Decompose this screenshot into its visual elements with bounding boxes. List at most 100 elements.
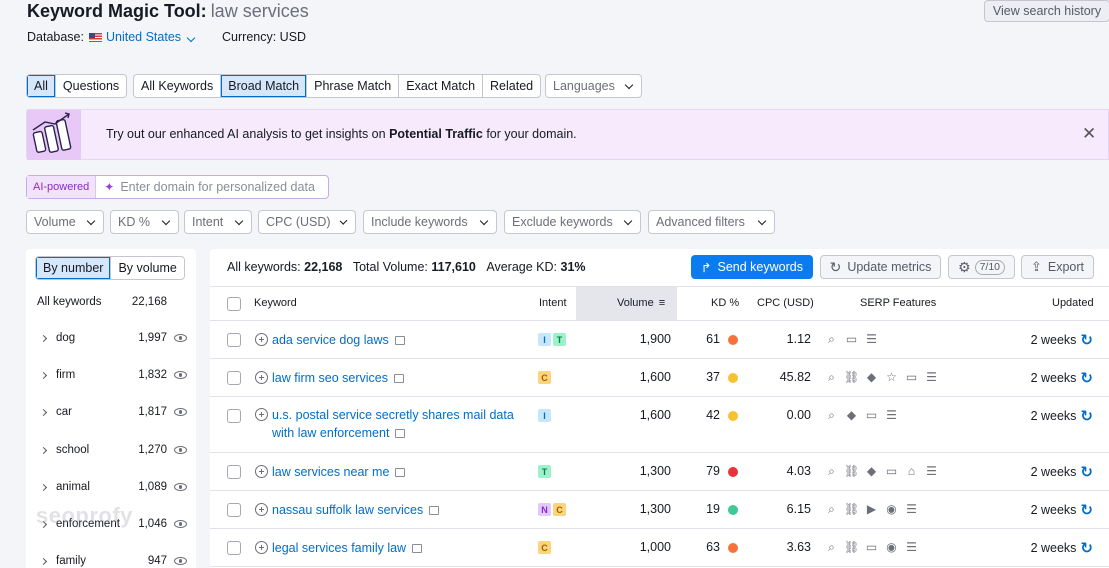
settings-button[interactable]: ⚙ 7/10 — [948, 255, 1015, 279]
serp-feature-icon[interactable]: ▭ — [905, 370, 918, 384]
header-intent[interactable]: Intent — [539, 297, 567, 309]
tab-related[interactable]: Related — [482, 75, 540, 97]
chevron-right-icon[interactable] — [39, 408, 48, 416]
group-item[interactable]: animal 1,089 — [26, 477, 196, 497]
filter-volume[interactable]: Volume — [26, 210, 104, 234]
eye-icon[interactable] — [174, 334, 187, 342]
serp-snapshot-icon[interactable] — [394, 336, 405, 345]
filter-advanced[interactable]: Advanced filters — [648, 210, 775, 234]
serp-feature-icon[interactable]: ⌕ — [828, 540, 835, 554]
serp-feature-icon[interactable]: ⌂ — [907, 464, 916, 478]
row-checkbox[interactable] — [227, 541, 241, 555]
serp-feature-icon[interactable]: ⌕ — [828, 464, 835, 478]
keyword-link[interactable]: ada service dog laws — [272, 331, 405, 349]
refresh-icon[interactable]: ↻ — [1080, 332, 1093, 349]
serp-feature-icon[interactable]: ☰ — [906, 540, 917, 554]
header-cpc[interactable]: CPC (USD) — [757, 297, 814, 309]
serp-feature-icon[interactable]: ◉ — [886, 540, 897, 554]
serp-snapshot-icon[interactable] — [394, 374, 404, 383]
update-metrics-button[interactable]: ↻ Update metrics — [820, 255, 941, 279]
serp-feature-icon[interactable]: ▭ — [885, 464, 898, 478]
eye-icon[interactable] — [174, 371, 187, 379]
serp-feature-icon[interactable]: ⌕ — [828, 408, 835, 422]
keyword-link[interactable]: u.s. postal service secretly shares mail… — [272, 406, 514, 442]
serp-feature-icon[interactable]: ⛓ — [844, 502, 860, 516]
row-checkbox[interactable] — [227, 333, 241, 347]
refresh-icon[interactable]: ↻ — [1080, 502, 1093, 519]
serp-feature-icon[interactable]: ⌕ — [828, 332, 835, 346]
row-checkbox[interactable] — [227, 465, 241, 479]
keyword-link[interactable]: nassau suffolk law services — [272, 501, 440, 519]
eye-icon[interactable] — [174, 446, 187, 454]
serp-snapshot-icon[interactable] — [395, 468, 406, 477]
header-serp[interactable]: SERP Features — [860, 297, 937, 309]
refresh-icon[interactable]: ↻ — [1080, 370, 1093, 387]
filter-kd[interactable]: KD % — [110, 210, 179, 234]
close-icon[interactable]: ✕ — [1082, 124, 1097, 143]
keyword-link[interactable]: law services near me — [272, 463, 406, 481]
chevron-right-icon[interactable] — [39, 334, 48, 342]
group-item[interactable]: enforcement 1,046 — [26, 514, 196, 534]
filter-intent[interactable]: Intent — [184, 210, 252, 234]
serp-feature-icon[interactable]: ◆ — [846, 408, 857, 422]
header-kd[interactable]: KD % — [711, 297, 740, 309]
row-checkbox[interactable] — [227, 409, 241, 423]
serp-feature-icon[interactable]: ⛓ — [844, 464, 860, 478]
serp-feature-icon[interactable]: ▶ — [866, 502, 877, 516]
languages-dropdown[interactable]: Languages — [545, 74, 642, 98]
keyword-link[interactable]: legal services family law — [272, 539, 423, 557]
serp-feature-icon[interactable]: ◆ — [866, 464, 877, 478]
serp-feature-icon[interactable]: ⛓ — [844, 540, 860, 554]
group-item[interactable]: family 947 — [26, 551, 196, 568]
eye-icon[interactable] — [174, 557, 187, 565]
filter-exclude-keywords[interactable]: Exclude keywords — [504, 210, 641, 234]
group-item[interactable]: car 1,817 — [26, 402, 196, 422]
serp-feature-icon[interactable]: ▭ — [865, 408, 878, 422]
tab-questions[interactable]: Questions — [54, 75, 126, 97]
serp-feature-icon[interactable]: ◉ — [886, 502, 897, 516]
refresh-icon[interactable]: ↻ — [1080, 408, 1093, 425]
group-item[interactable]: firm 1,832 — [26, 365, 196, 385]
serp-feature-icon[interactable]: ☰ — [906, 502, 917, 516]
add-to-list-icon[interactable] — [255, 503, 268, 516]
serp-feature-icon[interactable]: ⛓ — [844, 370, 860, 384]
serp-snapshot-icon[interactable] — [395, 429, 406, 438]
refresh-icon[interactable]: ↻ — [1080, 540, 1093, 557]
serp-snapshot-icon[interactable] — [429, 506, 440, 515]
group-item[interactable]: school 1,270 — [26, 440, 196, 460]
serp-feature-icon[interactable]: ▭ — [845, 332, 858, 346]
view-search-history-button[interactable]: View search history — [984, 0, 1109, 22]
row-checkbox[interactable] — [227, 371, 241, 385]
chevron-right-icon[interactable] — [39, 557, 48, 565]
send-keywords-button[interactable]: ↱ Send keywords — [691, 255, 813, 279]
add-to-list-icon[interactable] — [255, 408, 268, 421]
eye-icon[interactable] — [174, 483, 187, 491]
tab-broad-match[interactable]: Broad Match — [220, 75, 307, 97]
refresh-icon[interactable]: ↻ — [1080, 464, 1093, 481]
tab-all[interactable]: All — [27, 75, 55, 97]
serp-snapshot-icon[interactable] — [412, 544, 423, 553]
chevron-right-icon[interactable] — [39, 371, 48, 379]
header-keyword[interactable]: Keyword — [254, 297, 297, 309]
eye-icon[interactable] — [174, 520, 187, 528]
all-keywords-group[interactable]: All keywords 22,168 — [26, 292, 196, 312]
export-button[interactable]: ⇪ Export — [1021, 255, 1094, 279]
by-number-button[interactable]: By number — [36, 257, 111, 279]
tab-exact-match[interactable]: Exact Match — [398, 75, 482, 97]
serp-feature-icon[interactable]: ☰ — [926, 464, 937, 478]
by-volume-button[interactable]: By volume — [110, 257, 183, 279]
serp-feature-icon[interactable]: ⌕ — [828, 502, 835, 516]
eye-icon[interactable] — [174, 408, 187, 416]
tab-phrase-match[interactable]: Phrase Match — [306, 75, 398, 97]
serp-feature-icon[interactable]: ☆ — [886, 370, 897, 384]
select-all-checkbox[interactable] — [227, 297, 241, 311]
tab-all-keywords[interactable]: All Keywords — [141, 79, 214, 93]
add-to-list-icon[interactable] — [255, 465, 268, 478]
group-item[interactable]: dog 1,997 — [26, 328, 196, 348]
add-to-list-icon[interactable] — [255, 371, 268, 384]
serp-feature-icon[interactable]: ☰ — [886, 408, 897, 422]
row-checkbox[interactable] — [227, 503, 241, 517]
add-to-list-icon[interactable] — [255, 541, 268, 554]
chevron-right-icon[interactable] — [39, 483, 48, 491]
chevron-right-icon[interactable] — [39, 446, 48, 454]
